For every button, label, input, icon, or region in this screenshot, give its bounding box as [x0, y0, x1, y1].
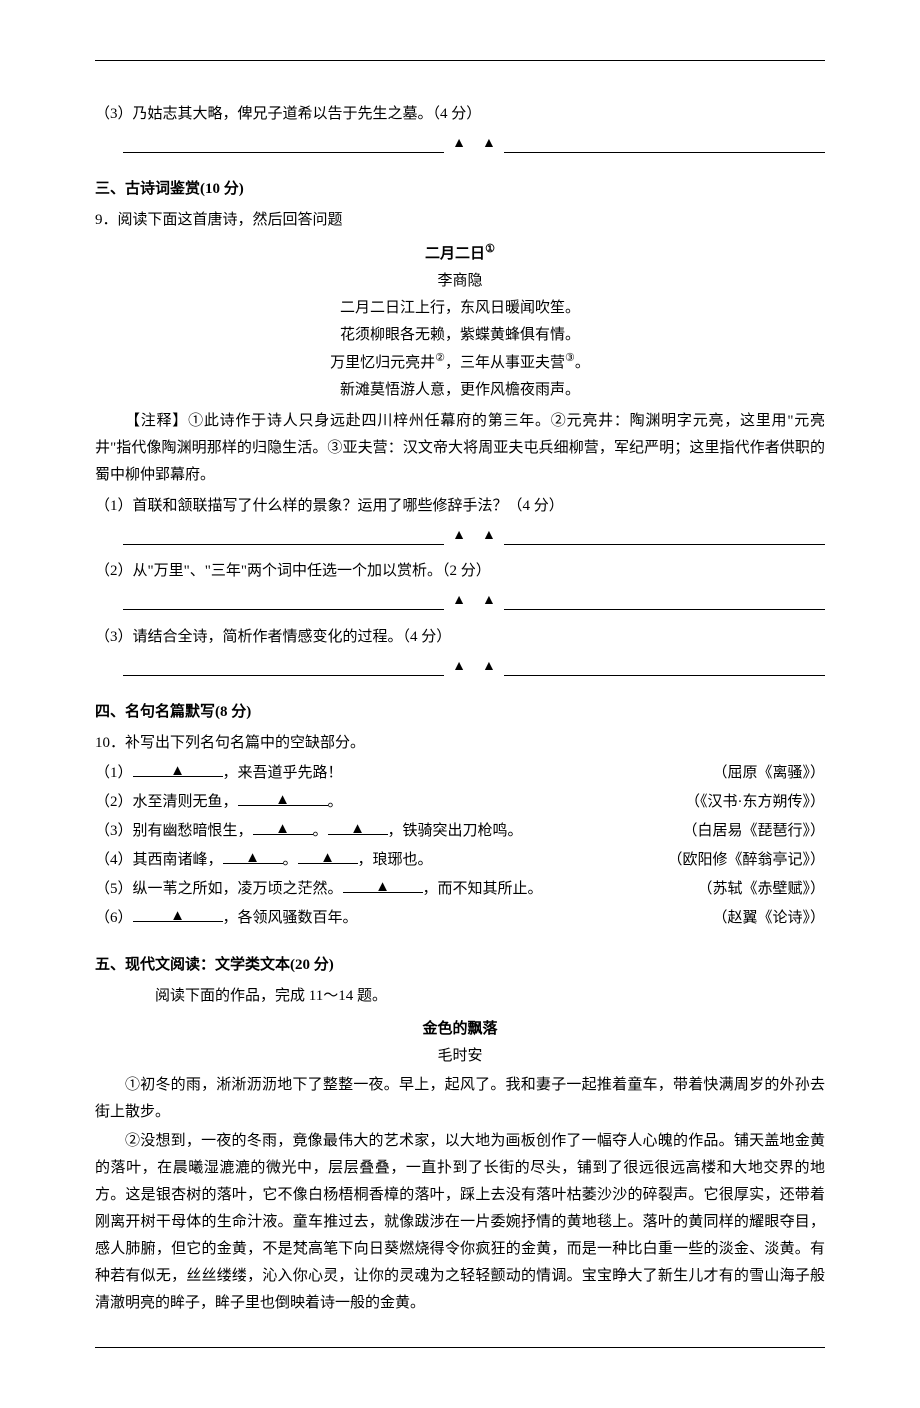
fill-blank: ▲ [253, 818, 313, 836]
fill-3b: ，铁骑突出刀枪鸣。 [388, 823, 523, 839]
triangle-icon: ▲ [350, 821, 365, 837]
triangle-icon: ▲ [245, 850, 260, 866]
section4-heading: 四、名句名篇默写(8 分) [95, 699, 825, 726]
underline-right [504, 526, 825, 545]
poem-line-3end: 。 [575, 355, 590, 371]
fill-4a: （4）其西南诸峰， [95, 852, 223, 868]
section5-intro: 阅读下面的作品，完成 11～14 题。 [95, 983, 825, 1010]
poem-note: 【注释】①此诗作于诗人只身远赴四川梓州任幕府的第三年。②元亮井：陶渊明字元亮，这… [95, 408, 825, 489]
fill-row-3: （3）别有幽愁暗恨生， ▲ 。 ▲ ，铁骑突出刀枪鸣。 （白居易《琵琶行》） [95, 818, 825, 845]
triangle-icon: ▲ [320, 850, 335, 866]
triangle-icon: ▲ [452, 131, 466, 156]
triangle-icon: ▲ [170, 763, 185, 779]
underline-left [123, 526, 444, 545]
triangle-icon: ▲ [482, 523, 496, 548]
section3-heading: 三、古诗词鉴赏(10 分) [95, 176, 825, 203]
poem-sup-2: ② [435, 352, 445, 364]
underline-right [504, 657, 825, 676]
fill-3mid: 。 [313, 823, 328, 839]
fill-row-5: （5）纵一苇之所如，凌万顷之茫然。 ▲ ，而不知其所止。 （苏轼《赤壁赋》） [95, 876, 825, 903]
essay-para-2: ②没想到，一夜的冬雨，竟像最伟大的艺术家，以大地为画板创作了一幅夺人心魄的作品。… [95, 1128, 825, 1317]
triangle-icon: ▲ [275, 821, 290, 837]
q9-sub1: （1）首联和颔联描写了什么样的景象？运用了哪些修辞手法？（4 分） [95, 493, 825, 520]
q8-sub3: （3）乃姑志其大略，俾兄子道希以告于先生之墓。（4 分） [95, 101, 825, 128]
essay-para-1: ①初冬的雨，淅淅沥沥地下了整整一夜。早上，起风了。我和妻子一起推着童车，带着快满… [95, 1072, 825, 1126]
poem-sup-3: ③ [565, 352, 575, 364]
underline-left [123, 657, 444, 676]
fill-source-2: （《汉书·东方朔传》） [675, 789, 825, 816]
fill-6b: ，各领风骚数百年。 [223, 910, 358, 926]
fill-2a: （2）水至清则无鱼， [95, 794, 238, 810]
triangle-icon: ▲ [275, 792, 290, 808]
fill-1a: （1） [95, 765, 133, 781]
fill-row-1: （1） ▲ ，来吾道乎先路！ （屈原《离骚》） [95, 760, 825, 787]
fill-left-2: （2）水至清则无鱼， ▲ 。 [95, 789, 675, 816]
q9-sub2: （2）从"万里"、"三年"两个词中任选一个加以赏析。（2 分） [95, 558, 825, 585]
answer-line-q9-1: ▲ ▲ [123, 523, 825, 548]
poem-title-text: 二月二日 [425, 246, 485, 262]
underline-right [504, 591, 825, 610]
fill-row-4: （4）其西南诸峰， ▲ 。 ▲ ，琅琊也。 （欧阳修《醉翁亭记》） [95, 847, 825, 874]
q9-intro: 9．阅读下面这首唐诗，然后回答问题 [95, 207, 825, 234]
fill-source-4: （欧阳修《醉翁亭记》） [657, 847, 825, 874]
fill-2b: 。 [328, 794, 343, 810]
answer-line-q9-2: ▲ ▲ [123, 588, 825, 613]
poem-author: 李商隐 [95, 268, 825, 295]
fill-blank: ▲ [133, 760, 223, 778]
bottom-horizontal-rule [95, 1347, 825, 1348]
fill-row-2: （2）水至清则无鱼， ▲ 。 （《汉书·东方朔传》） [95, 789, 825, 816]
fill-1b: ，来吾道乎先路！ [223, 765, 343, 781]
fill-left-6: （6） ▲ ，各领风骚数百年。 [95, 905, 702, 932]
fill-blank: ▲ [223, 847, 283, 865]
fill-blank: ▲ [343, 876, 423, 894]
underline-left [123, 591, 444, 610]
poem-line-4: 新滩莫悟游人意，更作风檐夜雨声。 [95, 377, 825, 404]
poem-line-3: 万里忆归元亮井②，三年从事亚夫营③。 [95, 349, 825, 377]
fill-blank: ▲ [238, 789, 328, 807]
fill-blank: ▲ [133, 905, 223, 923]
answer-line-q8-3: ▲ ▲ [123, 131, 825, 156]
fill-left-1: （1） ▲ ，来吾道乎先路！ [95, 760, 702, 787]
poem-line-3a: 万里忆归元亮井 [330, 355, 435, 371]
triangle-icon: ▲ [482, 588, 496, 613]
poem-title: 二月二日① [95, 240, 825, 268]
fill-source-1: （屈原《离骚》） [702, 760, 825, 787]
triangle-icon: ▲ [170, 908, 185, 924]
poem-line-1: 二月二日江上行，东风日暖闻吹笙。 [95, 295, 825, 322]
top-horizontal-rule [95, 60, 825, 61]
underline-left [123, 134, 444, 153]
fill-5a: （5）纵一苇之所如，凌万顷之茫然。 [95, 881, 343, 897]
triangle-icon: ▲ [375, 879, 390, 895]
fill-3a: （3）别有幽愁暗恨生， [95, 823, 253, 839]
triangle-icon: ▲ [452, 523, 466, 548]
triangle-icon: ▲ [452, 654, 466, 679]
poem-title-sup: ① [485, 243, 495, 255]
fill-4mid: 。 [283, 852, 298, 868]
q10-intro: 10．补写出下列名句名篇中的空缺部分。 [95, 730, 825, 757]
fill-blank: ▲ [328, 818, 388, 836]
fill-source-3: （白居易《琵琶行》） [672, 818, 825, 845]
triangle-icon: ▲ [452, 588, 466, 613]
poem-line-3b: ，三年从事亚夫营 [445, 355, 565, 371]
section5-heading: 五、现代文阅读：文学类文本(20 分) [95, 952, 825, 979]
fill-row-6: （6） ▲ ，各领风骚数百年。 （赵翼《论诗》） [95, 905, 825, 932]
q9-sub3: （3）请结合全诗，简析作者情感变化的过程。（4 分） [95, 624, 825, 651]
triangle-icon: ▲ [482, 131, 496, 156]
essay-title: 金色的飘落 [95, 1016, 825, 1043]
fill-source-5: （苏轼《赤壁赋》） [687, 876, 825, 903]
fill-blank: ▲ [298, 847, 358, 865]
fill-left-3: （3）别有幽愁暗恨生， ▲ 。 ▲ ，铁骑突出刀枪鸣。 [95, 818, 672, 845]
fill-5b: ，而不知其所止。 [423, 881, 543, 897]
fill-source-6: （赵翼《论诗》） [702, 905, 825, 932]
fill-6a: （6） [95, 910, 133, 926]
poem-line-2: 花须柳眼各无赖，紫蝶黄蜂俱有情。 [95, 322, 825, 349]
answer-line-q9-3: ▲ ▲ [123, 654, 825, 679]
triangle-icon: ▲ [482, 654, 496, 679]
fill-4b: ，琅琊也。 [358, 852, 433, 868]
essay-author: 毛时安 [95, 1043, 825, 1070]
underline-right [504, 134, 825, 153]
fill-left-5: （5）纵一苇之所如，凌万顷之茫然。 ▲ ，而不知其所止。 [95, 876, 687, 903]
fill-left-4: （4）其西南诸峰， ▲ 。 ▲ ，琅琊也。 [95, 847, 657, 874]
